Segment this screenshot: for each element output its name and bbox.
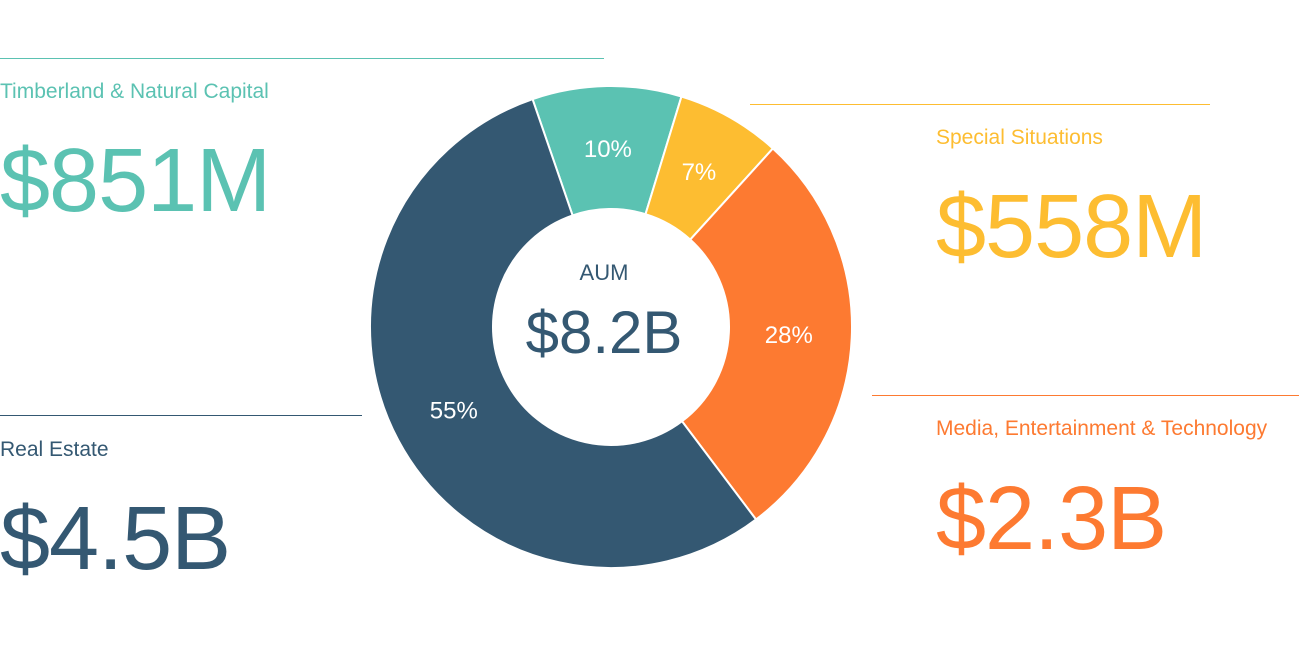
media-percent-label: 28% [765, 322, 813, 349]
timberland-value: $851M [0, 131, 271, 231]
donut-center-hole [493, 209, 729, 445]
special-situations-rule [750, 104, 1210, 105]
timberland-label: Timberland & Natural Capital [0, 80, 269, 103]
real-estate-percent-label: 55% [430, 398, 478, 425]
real-estate-value: $4.5B [0, 489, 231, 589]
real-estate-label: Real Estate [0, 438, 109, 461]
special-situations-value: $558M [936, 177, 1207, 277]
timberland-percent-label: 10% [584, 136, 632, 163]
media-label: Media, Entertainment & Technology [936, 417, 1268, 440]
special-situations-percent-label: 7% [682, 159, 717, 186]
center-value: $8.2B [526, 299, 683, 366]
real-estate-rule [0, 415, 362, 416]
media-value: $2.3B [936, 469, 1167, 569]
timberland-rule [0, 58, 604, 59]
media-rule [872, 395, 1299, 396]
special-situations-label: Special Situations [936, 126, 1103, 149]
center-label: AUM [580, 260, 629, 285]
